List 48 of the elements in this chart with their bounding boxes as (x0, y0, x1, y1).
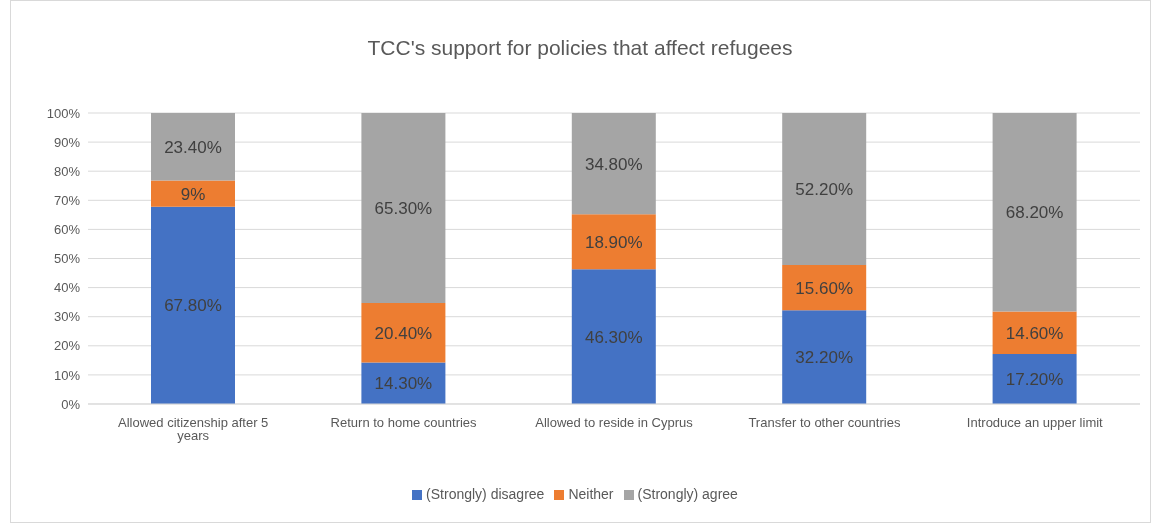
data-label: 67.80% (164, 296, 222, 316)
x-tick-label: Transfer to other countries (748, 415, 901, 431)
y-tick-label: 100% (46, 105, 81, 121)
bar (992, 311, 1077, 354)
bar (151, 113, 235, 181)
y-tick-label: 80% (53, 163, 81, 179)
data-label: 32.20% (795, 348, 854, 368)
bar (571, 113, 656, 215)
data-label: 52.20% (795, 179, 854, 199)
data-label: 68.20% (1005, 203, 1064, 223)
y-tick-label: 40% (53, 280, 81, 296)
data-label: 20.40% (374, 323, 433, 343)
legend-label: Neither (568, 486, 614, 502)
data-label: 23.40% (164, 137, 222, 157)
data-label: 14.30% (374, 374, 433, 394)
data-label: 14.60% (1005, 323, 1064, 343)
y-tick-label: 20% (53, 338, 81, 354)
x-tick-label: Allowed citizenship after 5 years (118, 415, 269, 444)
x-tick-label: Introduce an upper limit (966, 415, 1104, 431)
y-tick-label: 90% (53, 134, 81, 150)
bar (571, 214, 656, 270)
bar (361, 113, 446, 304)
bar (571, 269, 656, 404)
y-tick-label: 10% (53, 367, 81, 383)
legend-label: (Strongly) disagree (426, 486, 545, 502)
y-tick-label: 30% (53, 309, 81, 325)
data-label: 18.90% (584, 232, 643, 252)
chart-title: TCC's support for policies that affect refugees (366, 36, 794, 60)
bar (992, 353, 1077, 404)
x-tick-label: Allowed to reside in Cyprus (535, 415, 694, 431)
bar (782, 310, 867, 404)
y-tick-label: 60% (53, 222, 81, 238)
y-tick-label: 0% (61, 396, 81, 412)
bar (361, 303, 446, 363)
legend-label: (Strongly) agree (637, 486, 738, 502)
bar (782, 113, 867, 265)
data-label: 9% (180, 184, 206, 204)
bar (151, 206, 235, 404)
data-label: 46.30% (584, 327, 643, 347)
y-tick-label: 70% (53, 192, 81, 208)
data-label: 34.80% (584, 154, 643, 174)
bar (992, 113, 1077, 312)
x-tick-label: Return to home countries (330, 415, 478, 431)
data-label: 17.20% (1005, 370, 1064, 390)
y-tick-label: 50% (53, 251, 81, 267)
data-label: 65.30% (374, 199, 433, 219)
data-label: 15.60% (795, 278, 854, 298)
bar (151, 180, 235, 207)
